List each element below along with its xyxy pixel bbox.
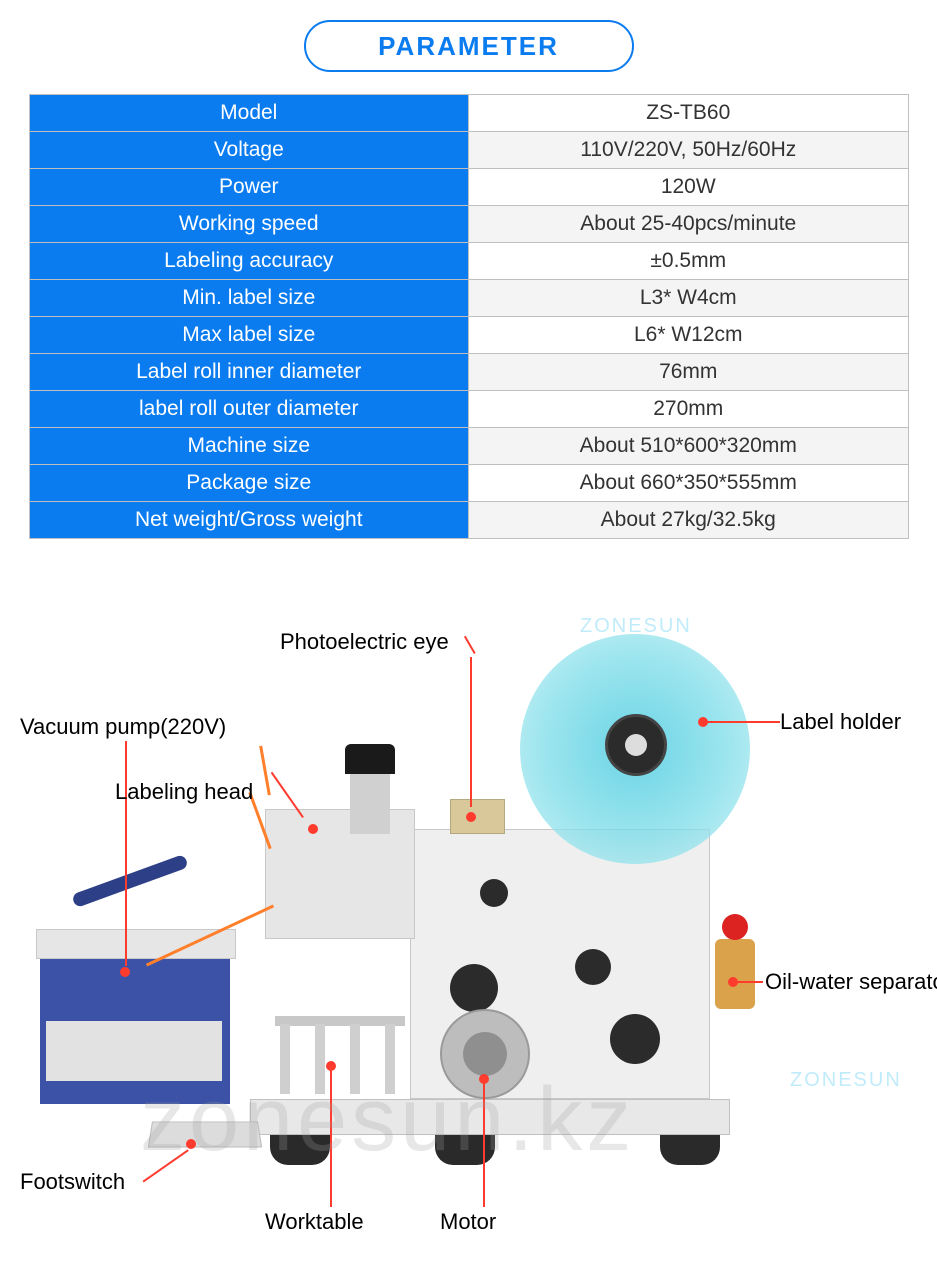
spec-key: Working speed [29,206,469,243]
callout-worktable: Worktable [265,1209,364,1235]
callout-motor: Motor [440,1209,496,1235]
callout-dot-icon [326,1061,336,1071]
spec-key: Min. label size [29,280,469,317]
spec-value: About 27kg/32.5kg [469,502,909,539]
machine-foot [270,1135,330,1165]
table-row: Max label sizeL6* W12cm [29,317,908,354]
worktable-posts [275,1024,405,1099]
pump-label-plate [46,1021,222,1081]
oil-water-separator-body [715,939,755,1009]
spec-value: ZS-TB60 [469,95,909,132]
table-row: Voltage110V/220V, 50Hz/60Hz [29,132,908,169]
table-row: Machine sizeAbout 510*600*320mm [29,428,908,465]
callout-line [143,1149,189,1182]
spec-key: Power [29,169,469,206]
callout-photoelectric-eye: Photoelectric eye [280,629,449,655]
callout-dot-icon [479,1074,489,1084]
head-post [350,774,390,834]
spec-value: About 510*600*320mm [469,428,909,465]
brand-watermark: ZONESUN [790,1069,902,1092]
spec-value: About 660*350*555mm [469,465,909,502]
spec-key: Max label size [29,317,469,354]
roller-icon [450,964,498,1012]
roller-icon [480,879,508,907]
callout-line [735,981,763,983]
photoelectric-eye-box [450,799,505,834]
spec-value: 120W [469,169,909,206]
table-row: Min. label sizeL3* W4cm [29,280,908,317]
spec-key: Model [29,95,469,132]
spec-key: Package size [29,465,469,502]
table-row: label roll outer diameter270mm [29,391,908,428]
machine-base [250,1099,730,1135]
callout-line [464,636,475,654]
callout-dot-icon [120,967,130,977]
callout-dot-icon [698,717,708,727]
parameter-title: PARAMETER [378,31,559,62]
table-row: Package sizeAbout 660*350*555mm [29,465,908,502]
spec-key: label roll outer diameter [29,391,469,428]
table-row: ModelZS-TB60 [29,95,908,132]
spec-value: 76mm [469,354,909,391]
callout-oil-water-separator: Oil-water separator [765,969,937,995]
knob-icon [345,744,395,774]
spec-value: 270mm [469,391,909,428]
callout-labeling-head: Labeling head [115,779,253,805]
callout-line [330,1067,332,1207]
machine-foot [435,1135,495,1165]
callout-label-holder: Label holder [780,709,901,735]
table-row: Net weight/Gross weightAbout 27kg/32.5kg [29,502,908,539]
spec-value: 110V/220V, 50Hz/60Hz [469,132,909,169]
spec-key: Labeling accuracy [29,243,469,280]
roller-icon [575,949,611,985]
table-row: Power120W [29,169,908,206]
spec-value: ±0.5mm [469,243,909,280]
table-row: Labeling accuracy±0.5mm [29,243,908,280]
table-row: Label roll inner diameter76mm [29,354,908,391]
tube-icon [259,746,271,796]
pump-handle [71,854,189,908]
machine-foot [660,1135,720,1165]
spec-key: Machine size [29,428,469,465]
callout-line [470,657,472,807]
callout-line [705,721,780,723]
roller-icon [610,1014,660,1064]
separator-knob [722,914,748,940]
pump-cap [36,929,236,959]
spec-key: Net weight/Gross weight [29,502,469,539]
callout-dot-icon [466,812,476,822]
callout-dot-icon [728,977,738,987]
callout-footswitch: Footswitch [20,1169,125,1195]
callout-dot-icon [308,824,318,834]
table-row: Working speedAbout 25-40pcs/minute [29,206,908,243]
spec-value: L6* W12cm [469,317,909,354]
callout-vacuum-pump: Vacuum pump(220V) [20,714,226,740]
labeling-head-block [265,809,415,939]
parameter-header-pill: PARAMETER [304,20,634,72]
footswitch-pedal [148,1121,262,1147]
label-holder-center [625,734,647,756]
callout-line [483,1079,485,1207]
spec-table: ModelZS-TB60Voltage110V/220V, 50Hz/60HzP… [29,94,909,539]
spec-value: About 25-40pcs/minute [469,206,909,243]
motor-shaft [463,1032,507,1076]
machine-diagram: ZONESUN ZONESUN Photoelectric eye Label … [20,569,920,1249]
spec-key: Label roll inner diameter [29,354,469,391]
spec-key: Voltage [29,132,469,169]
callout-line [125,741,127,966]
spec-value: L3* W4cm [469,280,909,317]
callout-dot-icon [186,1139,196,1149]
